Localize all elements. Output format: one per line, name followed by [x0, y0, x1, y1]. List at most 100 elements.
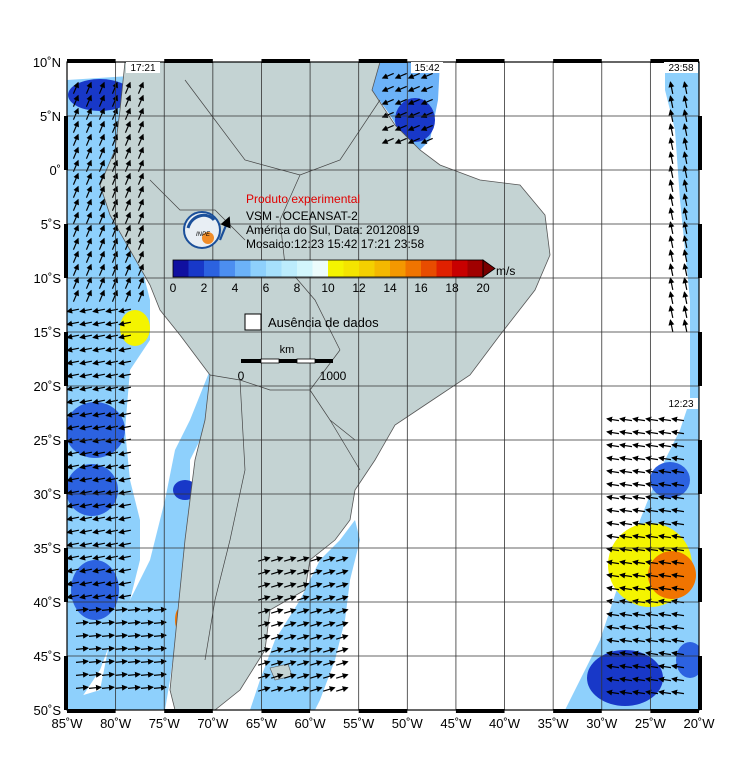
wind-arrow	[67, 593, 80, 600]
wind-arrow	[323, 634, 336, 640]
wind-arrow	[645, 442, 659, 449]
wind-arrow	[394, 98, 407, 105]
wind-arrow	[310, 595, 323, 601]
wind-arrow	[671, 650, 685, 657]
wind-arrow	[658, 416, 672, 423]
wind-arrow	[67, 372, 80, 379]
wind-arrow	[619, 572, 633, 579]
colorbar-segment	[436, 260, 453, 277]
wind-arrow	[137, 172, 144, 185]
frame-tick	[358, 709, 408, 713]
wind-arrow	[98, 94, 105, 107]
wind-arrow	[67, 411, 80, 418]
wind-arrow	[336, 634, 349, 640]
wind-arrow	[606, 637, 620, 644]
latitude-label: 5˚N	[40, 109, 61, 124]
longitude-label: 50˚W	[392, 716, 424, 731]
longitude-label: 70˚W	[197, 716, 229, 731]
wind-arrow	[98, 133, 105, 146]
colorbar-tick-label: 18	[445, 281, 459, 295]
wind-arrow	[336, 556, 349, 562]
frame-tick	[261, 59, 311, 63]
wind-arrow	[111, 224, 118, 237]
wind-arrow	[79, 489, 93, 496]
wind-arrow	[606, 429, 620, 436]
wind-arrow	[111, 237, 118, 250]
wind-arrow	[632, 572, 646, 579]
wind-arrow	[137, 133, 144, 146]
wind-arrow	[67, 333, 80, 340]
wind-arrow	[606, 650, 620, 657]
wind-arrow	[92, 307, 106, 314]
wind-arrow	[111, 146, 118, 159]
wind-arrow	[271, 569, 284, 575]
wind-arrow	[645, 455, 659, 462]
wind-arrow	[645, 663, 659, 670]
wind-arrow	[658, 611, 672, 618]
wind-arrow	[619, 520, 633, 527]
wind-arrow	[127, 632, 141, 639]
wind-arrow	[297, 673, 310, 679]
wind-arrow	[682, 235, 689, 249]
longitude-label: 75˚W	[149, 716, 181, 731]
wind-arrow	[140, 632, 154, 639]
wind-arrow	[72, 263, 79, 276]
wind-arrow	[632, 442, 646, 449]
wind-arrow	[297, 569, 310, 575]
wind-arrow	[118, 515, 132, 522]
wind-arrow	[88, 684, 102, 691]
wind-arrow	[619, 585, 633, 592]
wind-arrow	[381, 137, 394, 144]
wind-arrow	[79, 554, 93, 561]
wind-arrow	[75, 606, 89, 613]
graticule	[67, 62, 699, 710]
wind-arrow	[67, 385, 80, 392]
colorbar-segment	[452, 260, 468, 277]
wind-arrow	[606, 585, 620, 592]
wind-arrow	[671, 442, 685, 449]
wind-arrow	[72, 211, 79, 224]
wind-arrow	[137, 81, 144, 94]
wind-arrow	[284, 647, 297, 653]
frame-tick	[164, 59, 213, 63]
wind-arrow	[336, 673, 349, 679]
colorbar-tick-labels: 0 2 4 6 8 10 12 14 16 18 20	[170, 281, 490, 295]
wind-arrow	[118, 528, 132, 535]
colorbar-segment	[235, 260, 251, 277]
wind-arrow	[127, 606, 141, 613]
wind-arrow	[118, 346, 132, 353]
wind-arrow	[118, 489, 132, 496]
wind-arrow	[118, 307, 132, 314]
wind-arrow	[101, 658, 115, 665]
wind-arrow	[124, 198, 131, 211]
wind-arrow	[619, 429, 633, 436]
wind-arrow	[67, 502, 80, 509]
speed-patch	[71, 560, 119, 620]
wind-arrow	[88, 606, 102, 613]
wind-arrow	[297, 582, 310, 588]
wind-arrow	[85, 250, 92, 263]
wind-arrow	[67, 476, 80, 483]
wind-arrow	[381, 98, 394, 105]
wind-arrow	[67, 320, 80, 327]
wind-arrow	[124, 133, 131, 146]
wind-arrow	[98, 172, 105, 185]
latitude-label: 15˚S	[34, 325, 62, 340]
wind-arrow	[297, 647, 310, 653]
wind-arrow	[111, 107, 118, 120]
wind-arrow	[137, 250, 144, 263]
wind-arrow	[79, 424, 93, 431]
wind-arrow	[619, 559, 633, 566]
wind-arrow	[336, 582, 349, 588]
wind-arrow	[72, 81, 79, 94]
wind-arrow	[137, 198, 144, 211]
wind-arrow	[619, 611, 633, 618]
wind-arrow	[658, 468, 672, 475]
wind-arrow	[79, 398, 93, 405]
wind-arrow	[114, 619, 128, 626]
wind-arrow	[671, 624, 685, 631]
wind-arrow	[114, 658, 128, 665]
wind-arrow	[258, 621, 271, 627]
frame-tick	[64, 224, 68, 278]
wind-arrow	[124, 276, 131, 289]
